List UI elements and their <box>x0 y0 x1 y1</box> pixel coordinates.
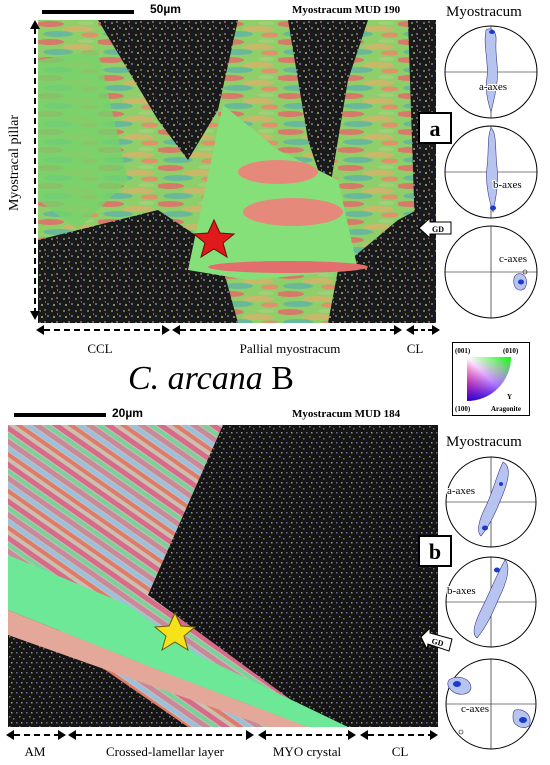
species-genus: C. arcana <box>128 360 263 397</box>
svg-text:b-axes: b-axes <box>447 585 476 597</box>
svg-text:c-axes: c-axes <box>461 703 489 715</box>
region-arrows-b <box>6 730 438 740</box>
svg-text:c-axes: c-axes <box>499 253 527 265</box>
ebsd-map-b <box>8 425 438 727</box>
pole-figure-b-axes: b-axes <box>444 125 538 219</box>
gd-label-b: GD <box>431 637 445 649</box>
map-title-a: Myostracum MUD 190 <box>292 4 401 16</box>
region-arrows-a <box>36 325 440 335</box>
ipf-phase: Aragonite <box>491 405 521 413</box>
ebsd-map-a <box>38 20 436 323</box>
panel-label-a: a <box>418 112 452 144</box>
scale-bar-b <box>14 413 106 417</box>
ipf-color-key: (001) (010) (100) Y Aragonite <box>452 342 530 416</box>
star-marker-a <box>192 218 236 259</box>
panel-label-b: b <box>418 535 452 567</box>
region-label-crossed-lamellar: Crossed-lamellar layer <box>105 744 225 759</box>
gd-label-a: GD <box>432 225 444 234</box>
pole-figures-title-a: Myostracum <box>446 4 522 20</box>
pole-figure-a-axes: a-axes <box>444 25 538 119</box>
gd-arrow-a: GD <box>418 217 452 239</box>
ipf-corner-001: (001) <box>455 347 471 355</box>
region-label-am: AM <box>24 744 46 759</box>
pole-figures-a: a-axes b-axes c-axes <box>444 25 538 319</box>
gd-arrow-b: GD <box>420 627 453 652</box>
pole-figures-title-b: Myostracum <box>446 434 522 450</box>
svg-text:a-axes: a-axes <box>479 81 507 93</box>
scale-label-b: 20µm <box>112 406 143 420</box>
species-suffix: B <box>262 360 294 397</box>
region-label-ccl: CCL <box>87 341 113 356</box>
ipf-corner-010: (010) <box>503 347 519 355</box>
side-label-myostracal-pillar: Myostracal pillar <box>7 114 22 212</box>
svg-text:a-axes: a-axes <box>447 485 475 497</box>
pole-figure-c-axes: c-axes <box>444 225 538 319</box>
scale-bar-a <box>42 10 134 14</box>
species-title: C. arcana B <box>128 360 294 398</box>
region-label-pallial-myostracum: Pallial myostracum <box>239 341 341 356</box>
star-marker-b <box>153 611 197 652</box>
pole-figure-b-a-axes: a-axes <box>445 456 537 548</box>
region-label-myo-crystal: MYO crystal <box>272 744 342 759</box>
map-title-b: Myostracum MUD 184 <box>292 408 401 420</box>
pole-figures-b: a-axes b-axes c-axes <box>445 456 537 750</box>
region-label-cl-b: CL <box>391 744 409 759</box>
ipf-direction: Y <box>507 393 512 401</box>
svg-text:b-axes: b-axes <box>493 179 522 191</box>
ipf-corner-100: (100) <box>455 405 471 413</box>
pole-figure-b-c-axes: c-axes <box>445 658 537 750</box>
scale-label-a: 50µm <box>150 2 181 16</box>
pole-figure-b-b-axes: b-axes <box>445 556 537 648</box>
region-label-cl-a: CL <box>406 341 424 356</box>
pillar-arrow <box>30 20 40 320</box>
